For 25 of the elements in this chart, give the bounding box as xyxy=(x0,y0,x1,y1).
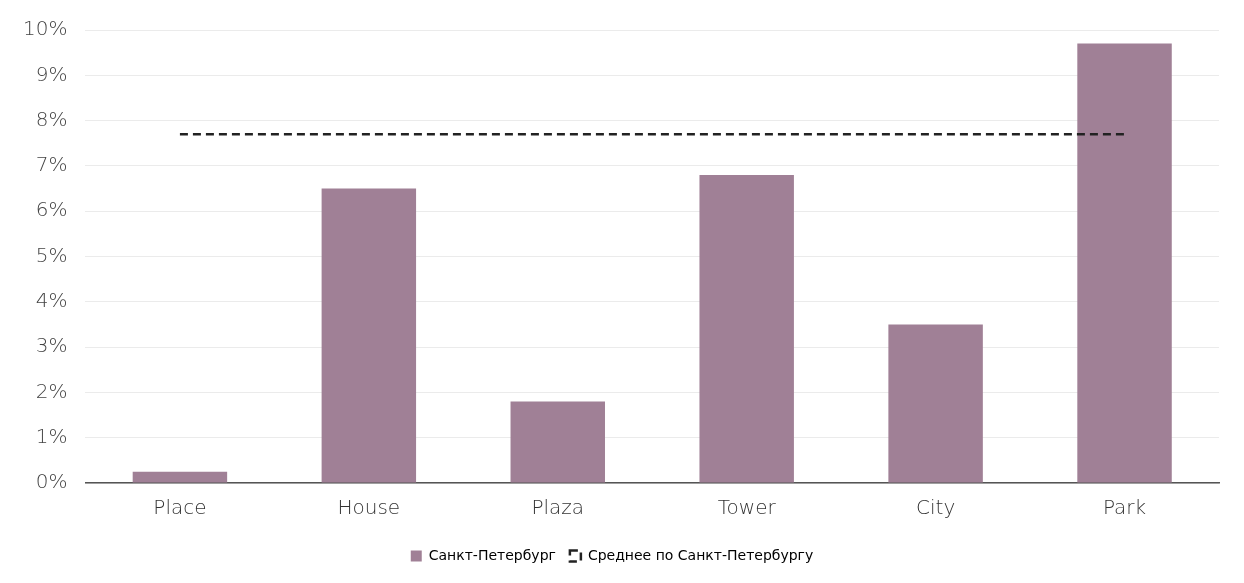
x-tick-label: House xyxy=(337,495,401,520)
x-tick-label: Place xyxy=(153,495,207,520)
bar xyxy=(510,401,605,483)
x-tick-label: Tower xyxy=(717,495,777,520)
x-tick-label: Plaza xyxy=(531,495,585,520)
y-tick-label: 6% xyxy=(35,197,68,222)
y-tick-label: 3% xyxy=(35,333,68,358)
bar xyxy=(888,324,983,483)
x-tick-label: Park xyxy=(1102,495,1147,520)
legend-label: Среднее по Санкт-Петербургу xyxy=(587,546,814,563)
y-tick-label: 2% xyxy=(35,378,68,403)
x-tick-label: City xyxy=(916,495,956,520)
bar xyxy=(321,188,417,483)
bar xyxy=(132,471,228,483)
y-tick-label: 5% xyxy=(35,242,68,267)
y-tick-label: 7% xyxy=(35,152,68,177)
y-tick-label: 1% xyxy=(35,423,68,448)
y-tick-label: 8% xyxy=(35,106,68,131)
y-tick-label: 4% xyxy=(35,288,68,312)
y-tick-label: 10% xyxy=(23,16,68,41)
legend-label: Санкт-Петербург xyxy=(428,546,556,563)
bar xyxy=(1077,43,1172,483)
bar xyxy=(699,174,794,483)
y-tick-label: 0% xyxy=(35,469,68,494)
y-tick-label: 9% xyxy=(35,61,68,86)
